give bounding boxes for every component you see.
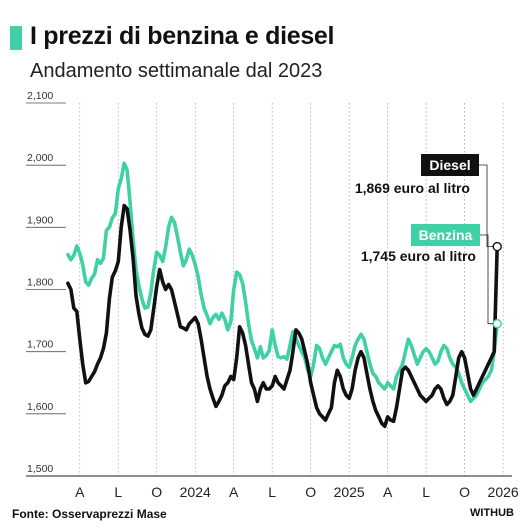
y-tick-label: 1,600 [27, 401, 53, 413]
label-box-benzina [411, 224, 480, 246]
leader-line-diesel [479, 164, 494, 248]
x-tick-label: O [459, 484, 470, 500]
x-tick-label: O [151, 484, 162, 500]
grid-lines [26, 102, 512, 477]
y-axis-ticks: 2,100 2,000 1,900 1,800 1,700 1,600 1,500 [27, 90, 53, 475]
x-tick-label: L [268, 484, 276, 500]
x-axis-ticks: A L O 2024 A L O 2025 A L O 2026 [75, 484, 519, 500]
x-tick-label: A [75, 484, 85, 500]
y-tick-label: 2,100 [27, 90, 53, 102]
price-label-diesel: 1,869 euro al litro [355, 180, 470, 196]
x-tick-label: A [229, 484, 239, 500]
price-label-benzina: 1,745 euro al litro [361, 248, 476, 264]
series-line-benzina [66, 161, 500, 404]
annotations-group: Diesel 1,869 euro al litro Benzina 1,745 eu… [355, 154, 502, 329]
chart-title: I prezzi di benzina e diesel [30, 22, 335, 50]
leader-line-benzina [480, 234, 494, 325]
x-tick-label: L [114, 484, 122, 500]
source-note: Fonte: Osservaprezzi Mase [12, 507, 167, 521]
y-tick-label: 1,800 [27, 277, 53, 289]
label-box-diesel [421, 154, 479, 176]
end-marker-diesel [492, 241, 502, 252]
y-tick-label: 1,900 [27, 214, 53, 226]
x-tick-label: L [422, 484, 430, 500]
series-group [66, 161, 500, 429]
y-tick-label: 2,000 [27, 152, 53, 164]
x-tick-label: 2024 [180, 484, 211, 500]
publisher-logo: WITHUB [470, 507, 514, 519]
y-tick-label: 1,500 [27, 463, 53, 475]
chart-subtitle: Andamento settimanale dal 2023 [30, 60, 323, 82]
label-text-diesel: Diesel [429, 157, 470, 173]
x-tick-label: A [383, 484, 393, 500]
end-marker-benzina [492, 318, 502, 329]
label-text-benzina: Benzina [419, 227, 473, 243]
title-accent-bar [10, 26, 22, 50]
y-tick-label: 1,700 [27, 339, 53, 351]
x-tick-label: 2026 [488, 484, 519, 500]
x-tick-label: 2025 [334, 484, 365, 500]
x-tick-label: O [305, 484, 316, 500]
series-line-diesel [66, 203, 500, 429]
